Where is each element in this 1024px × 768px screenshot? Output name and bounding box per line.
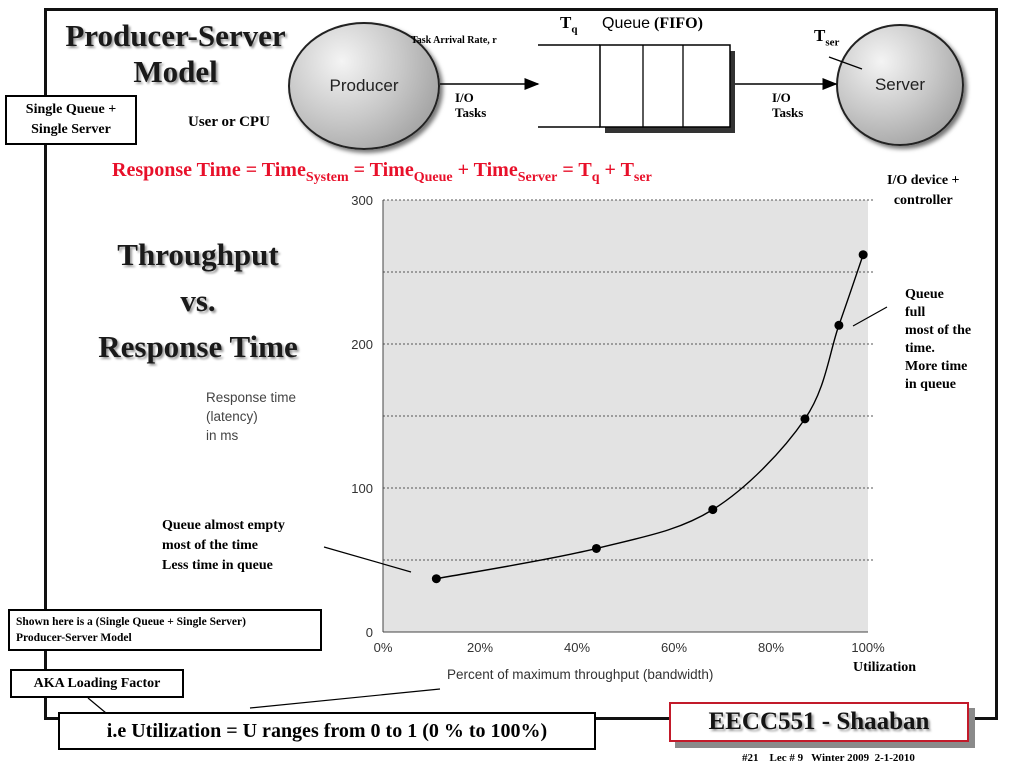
producer-circle: Producer (288, 22, 440, 150)
queue-word: Queue (602, 15, 651, 32)
queue-empty-pointer (323, 546, 412, 573)
response-time-equation: Response Time = TimeSystem = TimeQueue +… (112, 159, 652, 186)
eq-part-3: + Time (452, 159, 518, 181)
aka-pointer-right (249, 688, 441, 709)
queue-title: Queue (FIFO) (602, 15, 703, 33)
queue-full-line-2: full (905, 305, 926, 320)
shown-here-line-2: Producer-Server Model (16, 632, 132, 644)
shown-here-line-1: Shown here is a (Single Queue + Single S… (16, 616, 246, 628)
x-tick-label: 40% (564, 640, 590, 655)
y-axis-label-line-2: (latency) (206, 409, 258, 424)
tq-main: T (560, 13, 572, 32)
utilization-label: Utilization (853, 660, 916, 675)
y-tick-label: 200 (351, 337, 373, 352)
x-tick-label: 100% (851, 640, 885, 655)
io-tasks-right: I/O Tasks (772, 90, 803, 120)
single-queue-line-1: Single Queue + (25, 102, 117, 117)
io-tasks-left-line-1: I/O (455, 90, 474, 105)
throughput-heading: Throughput vs. Response Time (56, 232, 340, 370)
data-point (708, 505, 718, 515)
utilization-text: i.e Utilization = U ranges from 0 to 1 (… (106, 720, 548, 742)
eq-sub-system: System (305, 170, 349, 185)
eq-part-5: + T (599, 159, 634, 181)
y-axis-label-line-1: Response time (206, 390, 297, 405)
queue-diagram (440, 44, 863, 133)
queue-box (599, 44, 731, 128)
producer-label: Producer (329, 76, 399, 95)
tser-main: T (814, 26, 826, 45)
title-line-1: Producer-Server (65, 18, 286, 53)
queue-full-pointer (852, 306, 888, 327)
tq-sub: q (571, 23, 578, 36)
aka-box: AKA Loading Factor (10, 669, 184, 698)
tp-line-3: Response Time (98, 329, 298, 364)
data-point (800, 414, 810, 424)
shown-here-box: Shown here is a (Single Queue + Single S… (8, 609, 322, 651)
x-tick-label: 60% (661, 640, 687, 655)
data-point (834, 320, 844, 330)
aka-label: AKA Loading Factor (33, 676, 161, 691)
utilization-box: i.e Utilization = U ranges from 0 to 1 (… (58, 712, 596, 750)
eq-part-2: = Time (348, 159, 414, 181)
queue-full-line-4: time. (905, 341, 935, 356)
x-tick-label: 20% (467, 640, 493, 655)
eq-part-1: Response Time = Time (112, 159, 306, 181)
io-device-line-2: controller (893, 193, 953, 208)
io-device-line-1: I/O device + (887, 173, 960, 188)
queue-empty-note: Queue almost empty most of the time Less… (162, 516, 285, 576)
slide-title: Producer-Server Model (48, 18, 303, 90)
user-cpu-label: User or CPU (188, 114, 270, 130)
tp-line-2: vs. (180, 283, 216, 318)
tser-label: Tser (814, 26, 839, 48)
data-point (858, 250, 868, 260)
queue-empty-line-2: most of the time (162, 538, 259, 553)
io-device-label: I/O device + controller (887, 171, 960, 211)
single-queue-box: Single Queue + Single Server (5, 95, 137, 145)
title-line-2: Model (133, 54, 218, 89)
fifo-label: (FIFO) (654, 15, 703, 32)
tp-line-1: Throughput (117, 237, 279, 272)
single-queue-line-2: Single Server (31, 122, 111, 137)
y-tick-label: 100 (351, 481, 373, 496)
eq-sub-server: Server (517, 170, 558, 185)
y-tick-label: 300 (351, 193, 373, 208)
queue-full-line-6: in queue (905, 377, 956, 392)
eq-sub-ser: ser (633, 170, 652, 185)
course-label: EECC551 - Shaaban (708, 708, 930, 735)
io-tasks-left-line-2: Tasks (455, 105, 487, 120)
x-tick-label: 80% (758, 640, 784, 655)
y-tick-label: 0 (366, 625, 373, 640)
tser-pointer (828, 56, 863, 70)
io-tasks-right-line-1: I/O (772, 90, 791, 105)
tq-label: Tq (560, 13, 577, 35)
eq-part-4: = T (557, 159, 592, 181)
queue-full-note: Queue full most of the time. More time i… (905, 286, 971, 394)
x-axis-label: Percent of maximum throughput (bandwidth… (447, 667, 714, 682)
io-tasks-right-line-2: Tasks (772, 105, 804, 120)
task-arrival-label: Task Arrival Rate, r (411, 35, 497, 46)
queue-empty-line-3: Less time in queue (162, 558, 273, 573)
server-label: Server (874, 75, 926, 94)
data-point (591, 543, 601, 553)
queue-full-line-3: most of the (905, 323, 972, 338)
y-axis-label: Response time (latency) in ms (206, 388, 296, 445)
eq-sub-queue: Queue (413, 170, 453, 185)
queue-empty-line-1: Queue almost empty (162, 518, 285, 533)
tser-sub: ser (825, 36, 840, 49)
eq-sub-q: q (591, 170, 600, 185)
io-tasks-left: I/O Tasks (455, 90, 486, 120)
course-box: EECC551 - Shaaban (669, 702, 969, 742)
queue-full-line-5: More time (905, 359, 968, 374)
queue-full-line-1: Queue (905, 287, 944, 302)
x-tick-label: 0% (374, 640, 393, 655)
y-axis-label-line-3: in ms (206, 428, 239, 443)
footer-text: #21 Lec # 9 Winter 2009 2-1-2010 (742, 752, 915, 764)
server-circle: Server (836, 24, 964, 146)
data-point (431, 574, 441, 584)
